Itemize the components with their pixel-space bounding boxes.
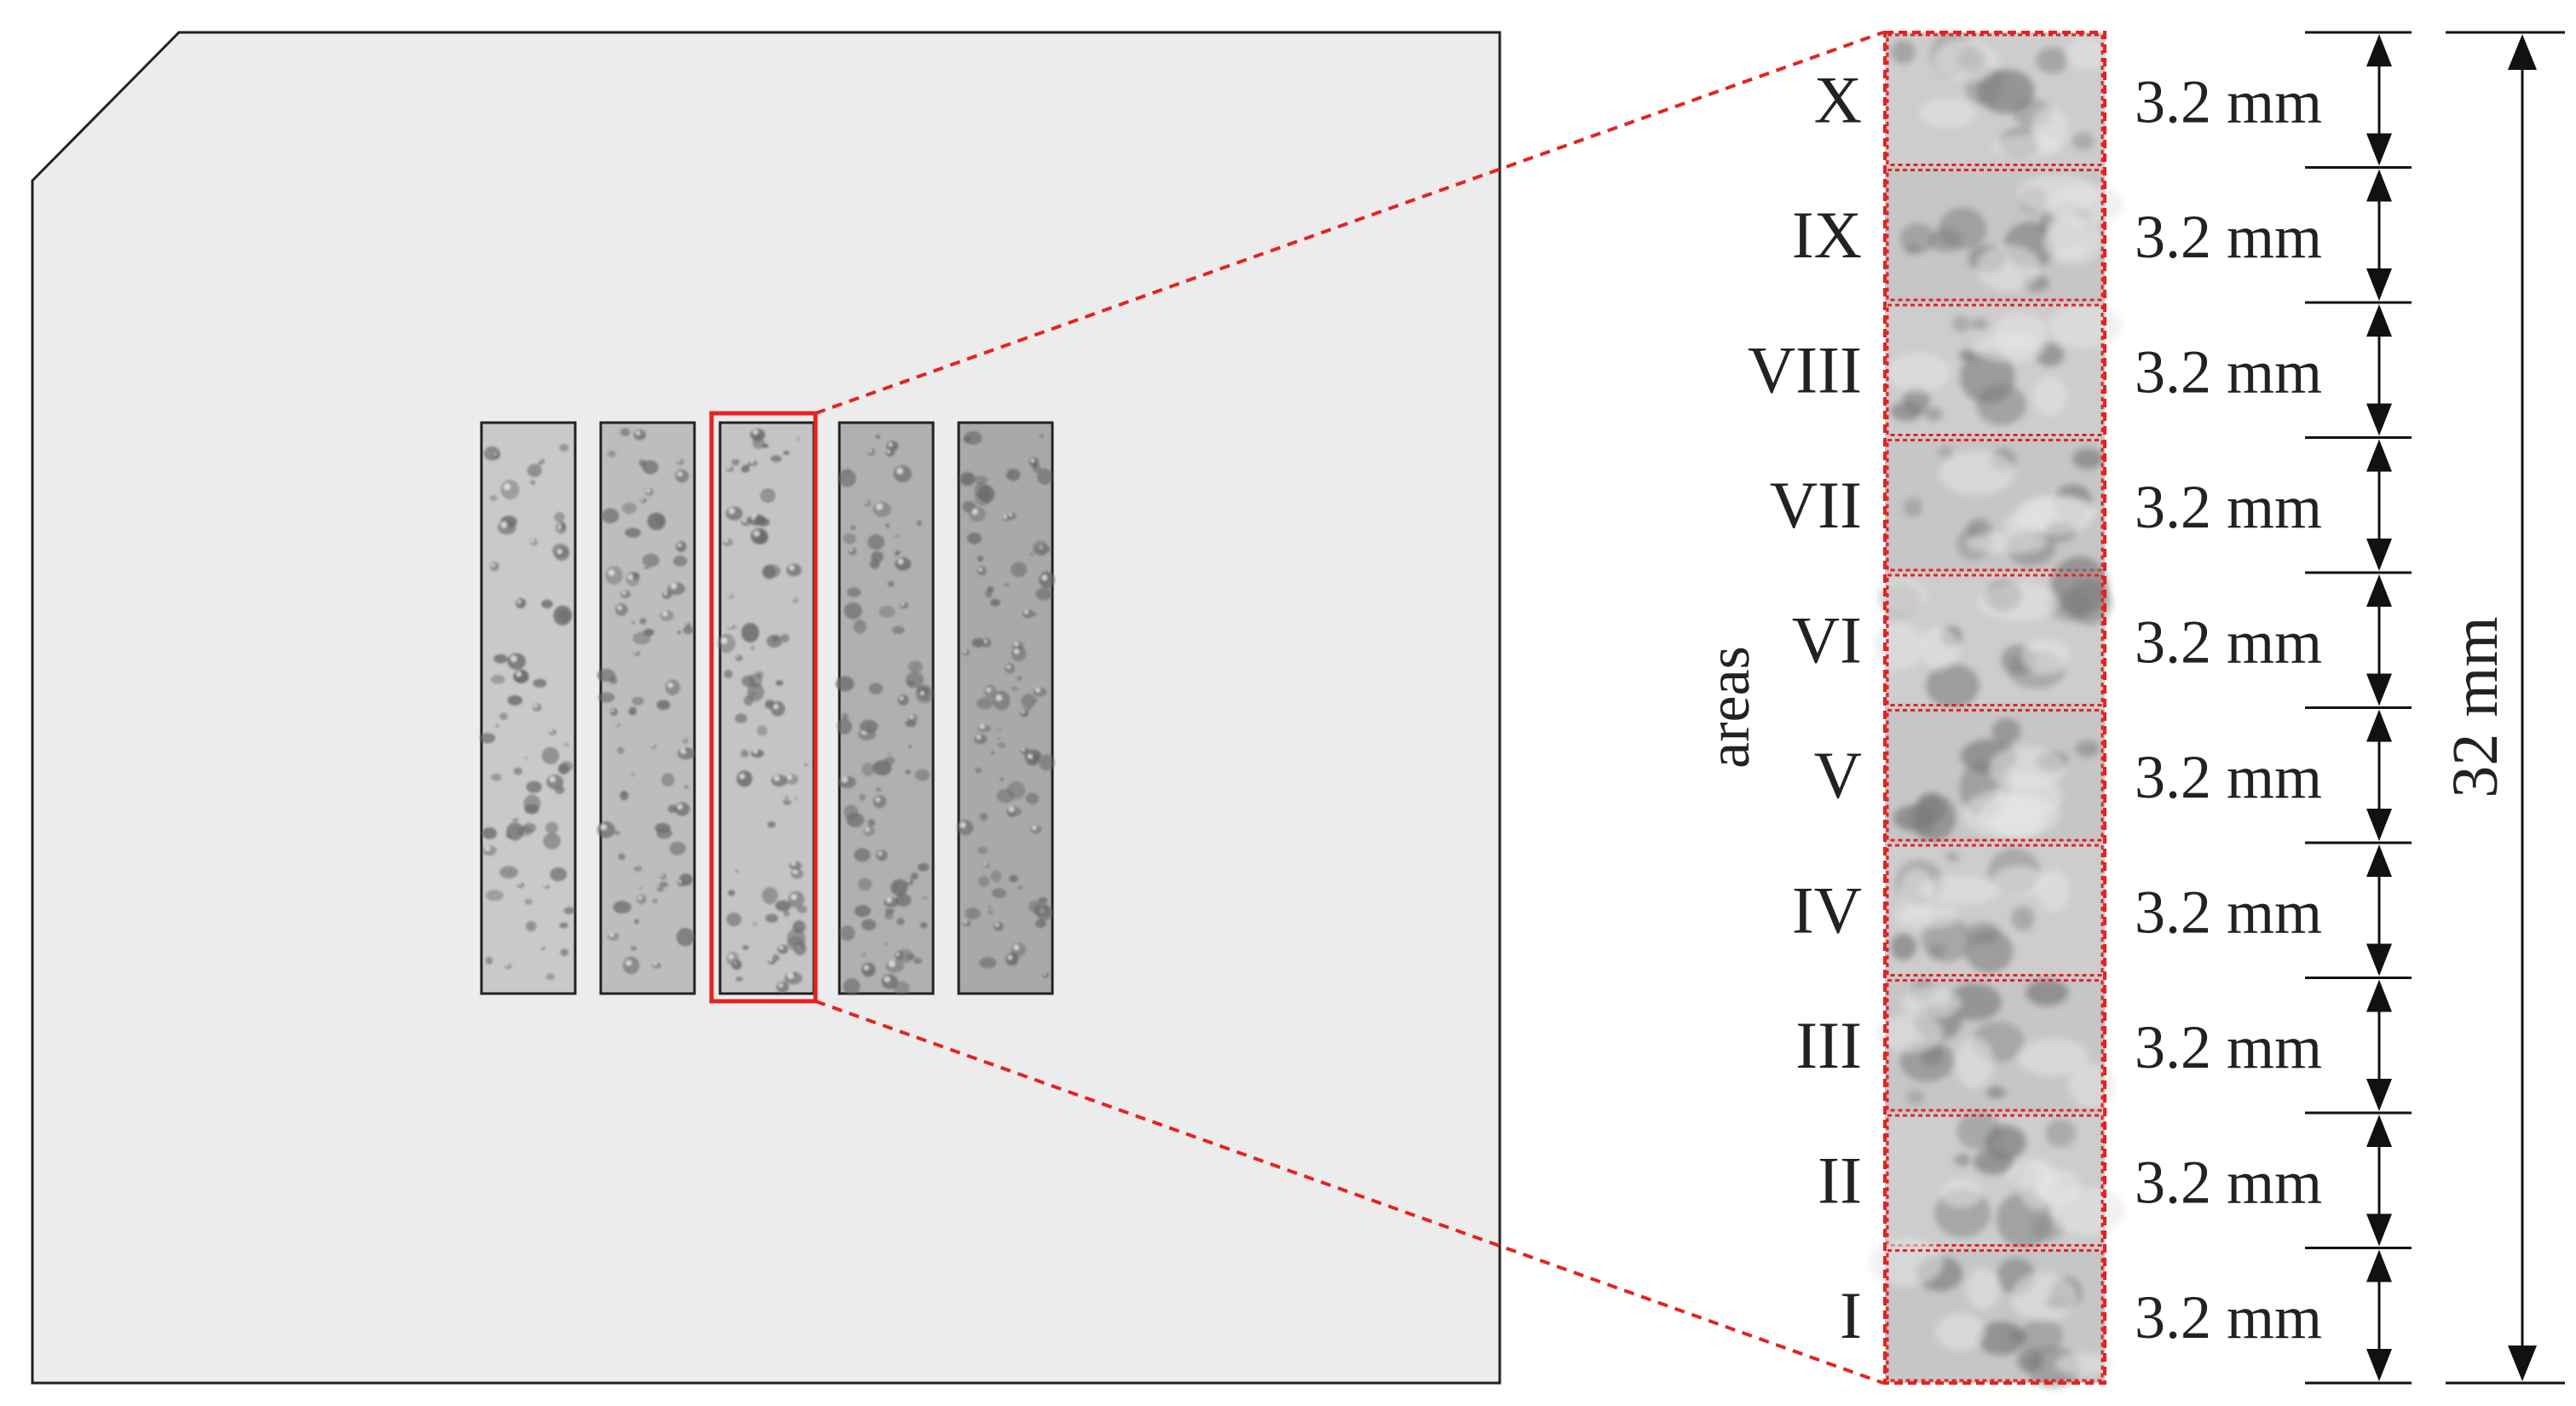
area-dimension-arrow <box>2305 436 2412 571</box>
sample-strip-4 <box>835 421 935 995</box>
area-size-label: 3.2 mm <box>2135 878 2322 946</box>
zoom-line-top <box>815 31 1884 415</box>
total-arrow-bottom <box>2508 1345 2537 1381</box>
segment-texture <box>1874 556 2112 708</box>
area-label-VI: VI <box>1792 602 1862 677</box>
area-segment-IV <box>1885 843 2105 978</box>
area-dimensions: 3.2 mm 3.2 mm 3.2 mm 3.2 mm 3.2 mm 3.2 mm 3.2 … <box>2135 31 2412 1385</box>
area-segment-II <box>1885 1111 2125 1248</box>
area-segment-I <box>1869 1237 2113 1389</box>
area-label-I: I <box>1840 1278 1862 1352</box>
area-segment-X <box>1885 32 2107 168</box>
total-length-label: 32 mm <box>2440 616 2511 798</box>
zoom-line-bottom <box>815 1000 1884 1385</box>
area-size-label: 3.2 mm <box>2135 473 2322 541</box>
area-size-label: 3.2 mm <box>2135 608 2322 676</box>
area-label-IX: IX <box>1792 198 1862 272</box>
strip-pores <box>480 444 575 981</box>
strip-pores <box>957 430 1055 978</box>
area-segment-VI <box>1874 556 2112 708</box>
area-dimension-arrow <box>2305 301 2412 436</box>
area-dimension-arrow <box>2305 571 2412 706</box>
highlighted-strip-box <box>709 411 818 1004</box>
area-label-V: V <box>1814 738 1862 812</box>
segment-texture <box>1893 717 2101 842</box>
area-segment-III <box>1876 977 2116 1113</box>
area-label-III: III <box>1795 1008 1862 1082</box>
sample-strips <box>480 421 1055 995</box>
area-size-label: 3.2 mm <box>2135 1013 2322 1081</box>
area-segment-IX <box>1885 167 2124 303</box>
sample-strip-5 <box>957 421 1055 995</box>
area-segment-VII <box>1885 437 2105 573</box>
segment-texture <box>1890 848 2070 973</box>
area-dimension-arrow <box>2305 706 2412 841</box>
area-label-VIII: VIII <box>1748 332 1862 406</box>
sample-strip-3 <box>717 421 815 995</box>
area-dimension-arrow <box>2305 1111 2412 1247</box>
segment-texture <box>1934 1111 2125 1248</box>
segment-texture <box>1876 978 2116 1109</box>
area-size-label: 3.2 mm <box>2135 203 2322 271</box>
total-arrow-top <box>2508 34 2537 70</box>
area-dimension-arrow <box>2305 841 2412 977</box>
segment-texture <box>1891 32 2107 158</box>
area-segment-V <box>1885 707 2105 843</box>
area-segment-VIII <box>1885 303 2123 438</box>
segment-texture <box>1887 304 2123 426</box>
area-label-IV: IV <box>1792 873 1862 947</box>
strip-pores <box>717 429 809 994</box>
area-size-label: 3.2 mm <box>2135 743 2322 811</box>
segment-texture <box>1869 1237 2113 1389</box>
area-dimension-arrow <box>2305 31 2412 166</box>
enlarged-strip <box>1869 31 2125 1389</box>
areas-axis-label: areas <box>1697 646 1762 769</box>
area-size-label: 3.2 mm <box>2135 1148 2322 1216</box>
strip-pores <box>835 435 934 995</box>
area-label-II: II <box>1818 1143 1862 1217</box>
area-dimension-arrow <box>2305 977 2412 1111</box>
sample-strip-1 <box>480 421 577 995</box>
area-size-label: 3.2 mm <box>2135 1283 2322 1351</box>
area-dimension-arrow <box>2305 166 2412 301</box>
segment-texture <box>1903 445 2104 567</box>
area-dimension-arrow <box>2305 1247 2412 1381</box>
area-label-X: X <box>1814 62 1862 136</box>
sample-strip-2 <box>596 421 696 995</box>
area-size-label: 3.2 mm <box>2135 337 2322 406</box>
strip-pores <box>596 428 695 975</box>
area-size-label: 3.2 mm <box>2135 67 2322 135</box>
total-length-dimension: 32 mm <box>2440 31 2565 1385</box>
area-label-VII: VII <box>1770 468 1862 542</box>
